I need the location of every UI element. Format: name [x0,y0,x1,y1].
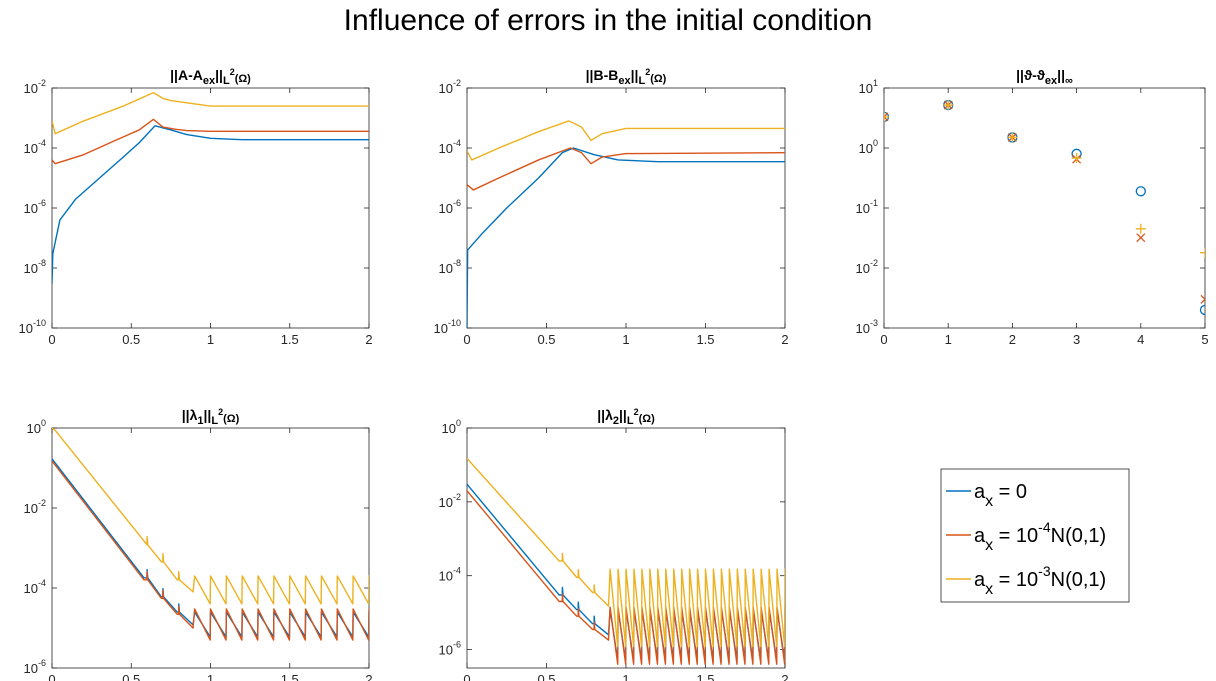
x-tick-label: 0.5 [122,672,140,681]
y-tick-label: 10-2 [24,78,46,96]
plot-area [467,457,785,665]
subplot-title: ||A-Aex||L2(Ω) [170,67,251,87]
marker-plus [943,100,954,111]
y-tick-label: 100 [442,418,461,436]
x-tick-label: 0 [48,332,55,347]
x-tick-label: 1 [622,672,629,681]
x-tick-label: 3 [1073,332,1080,347]
subplot-lambda1: 10-6 10-4 10-2 100 0 0.5 1 1.5 2 ||λ1||L2(Ω) [24,407,373,681]
y-tick-label: 10-4 [439,566,461,584]
y-tick-label: 100 [859,138,878,156]
y-tick-label: 10-10 [434,318,461,336]
x-tick-label: 1.5 [281,332,299,347]
marker-plus [884,111,889,122]
x-tick-label: 1.5 [696,332,714,347]
y-tick-label: 10-6 [24,198,46,216]
y-tick-label: 10-6 [439,198,461,216]
subplot-A-error: 10-10 10-8 10-6 10-4 10-2 0 0.5 1 1.5 2 ||A-Aex||L… [19,67,373,347]
subplot-lambda2: 10-6 10-4 10-2 100 0 0.5 1 1.5 2 ||λ2||L2(Ω) [439,407,789,681]
series-line-red [467,490,785,665]
plot-area [884,99,1205,316]
marker-circle [1135,186,1146,197]
series-line-blue [52,125,369,284]
plot-area [467,120,785,328]
y-tick-label: 10-1 [856,198,878,216]
series-line-yellow [52,428,369,605]
series-line-red [52,118,369,165]
y-tick-label: 10-10 [19,318,46,336]
y-tick-label: 10-2 [856,258,878,276]
x-tick-label: 4 [1137,332,1144,347]
x-tick-label: 0.5 [122,332,140,347]
y-tick-label: 10-2 [24,498,46,516]
marker-plus [1135,223,1146,234]
marker-plus [1200,247,1205,258]
marker-cross [884,112,889,122]
series-line-red [52,460,369,641]
y-tick-label: 101 [859,78,878,96]
x-tick-label: 1.5 [281,672,299,681]
y-tick-label: 10-4 [439,138,461,156]
x-tick-label: 0 [463,672,470,681]
x-tick-label: 0 [48,672,55,681]
plot-frame [883,87,1206,329]
subplot-B-error: 10-10 10-8 10-6 10-4 10-2 0 0.5 1 1.5 2 ||B-Bex||L… [434,67,789,347]
x-tick-label: 0.5 [537,672,555,681]
plot-area [52,91,369,284]
y-tick-label: 100 [27,418,46,436]
marker-plus [1071,153,1082,164]
plot-area [52,428,369,641]
y-tick-label: 10-8 [24,258,46,276]
series-line-blue [467,147,785,328]
x-tick-label: 0 [880,332,887,347]
figure-title: Influence of errors in the initial condi… [343,4,873,37]
y-tick-label: 10-4 [24,138,46,156]
marker-plus [1007,132,1018,143]
subplot-title: ||ϑ-ϑex||∞ [1016,67,1073,87]
subplot-title: ||λ1||L2(Ω) [182,407,240,427]
x-tick-label: 2 [1009,332,1016,347]
x-tick-label: 1 [622,332,629,347]
y-tick-label: 10-8 [439,258,461,276]
plot-frame [51,87,370,329]
series-line-yellow [52,91,369,135]
y-tick-label: 10-4 [24,578,46,596]
marker-circle [1199,304,1205,316]
series-line-yellow [467,120,785,161]
x-tick-label: 1 [945,332,952,347]
y-tick-label: 10-6 [24,658,46,676]
x-tick-label: 0.5 [537,332,555,347]
x-tick-label: 5 [1201,332,1208,347]
legend-label: ax = 10-3N(0,1) [974,563,1106,598]
x-tick-label: 2 [781,332,788,347]
series-line-red [467,147,785,191]
subplot-title: ||B-Bex||L2(Ω) [586,67,667,87]
marker-cross [1200,294,1205,304]
legend: ax = 0 ax = 10-4N(0,1) ax = 10-3N(0,1) [940,468,1130,603]
x-tick-label: 1 [207,332,214,347]
y-tick-label: 10-2 [439,492,461,510]
y-tick-label: 10-3 [856,318,878,336]
legend-box [940,468,1130,603]
x-tick-label: 1.5 [696,672,714,681]
plot-frame [466,87,786,329]
x-tick-label: 2 [365,672,372,681]
legend-label: ax = 0 [974,481,1027,510]
x-tick-label: 2 [781,672,788,681]
series-line-yellow [467,457,785,648]
x-tick-label: 2 [365,332,372,347]
x-tick-label: 0 [463,332,470,347]
marker-cross [1136,233,1146,243]
legend-label: ax = 10-4N(0,1) [974,519,1106,554]
x-tick-label: 1 [207,672,214,681]
y-tick-label: 10-6 [439,640,461,658]
y-tick-label: 10-2 [439,78,461,96]
subplot-title: ||λ2||L2(Ω) [597,407,655,427]
